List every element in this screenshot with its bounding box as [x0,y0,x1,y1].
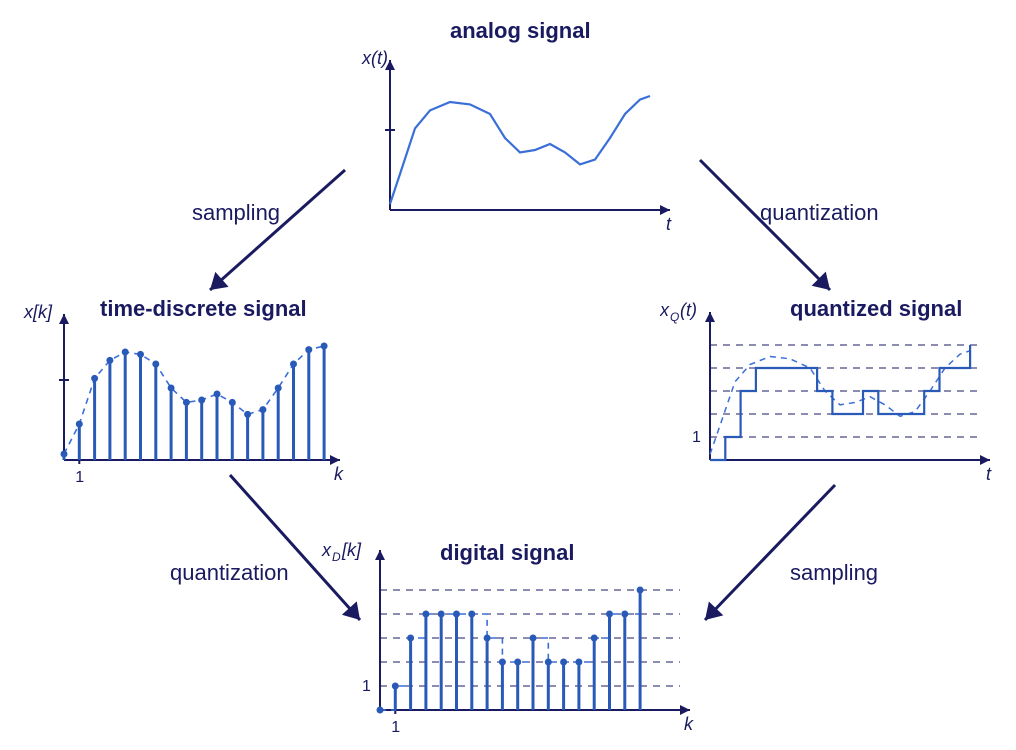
flow-arrows [0,0,1016,750]
